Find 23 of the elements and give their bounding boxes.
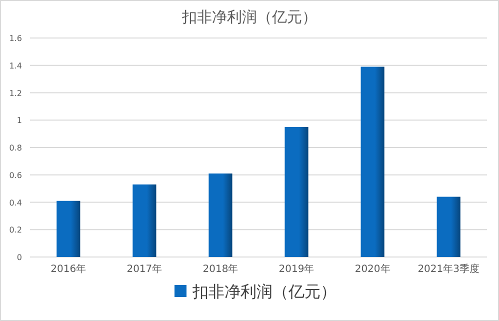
bar <box>56 200 80 257</box>
y-tick-label: 0.2 <box>9 226 22 235</box>
y-tick-label: 0.8 <box>9 144 22 152</box>
y-tick-label: 1 <box>16 116 22 126</box>
x-tick-label: 2019年 <box>278 263 314 275</box>
legend-label: 扣非净利润（亿元） <box>192 282 336 301</box>
y-tick-label: 1.6 <box>9 34 22 43</box>
bar <box>208 174 232 257</box>
y-tick-label: 0.6 <box>9 170 22 180</box>
x-tick-label: 2016年 <box>50 263 86 275</box>
y-tick-label: 1.4 <box>9 61 22 70</box>
x-tick-label: 2018年 <box>202 263 238 275</box>
bar <box>132 184 156 257</box>
chart-title: 扣非净利润（亿元） <box>181 8 317 26</box>
bar <box>436 196 460 257</box>
x-tick-label: 2017年 <box>126 263 162 275</box>
bar <box>360 66 384 257</box>
bar <box>284 126 308 257</box>
y-tick-label: 0.4 <box>9 198 22 208</box>
x-tick-label: 2021年3季度 <box>418 263 480 275</box>
y-tick-label: 1.2 <box>9 88 22 98</box>
y-tick-label: 0 <box>16 253 22 262</box>
x-tick-label: 2020年 <box>354 263 390 275</box>
